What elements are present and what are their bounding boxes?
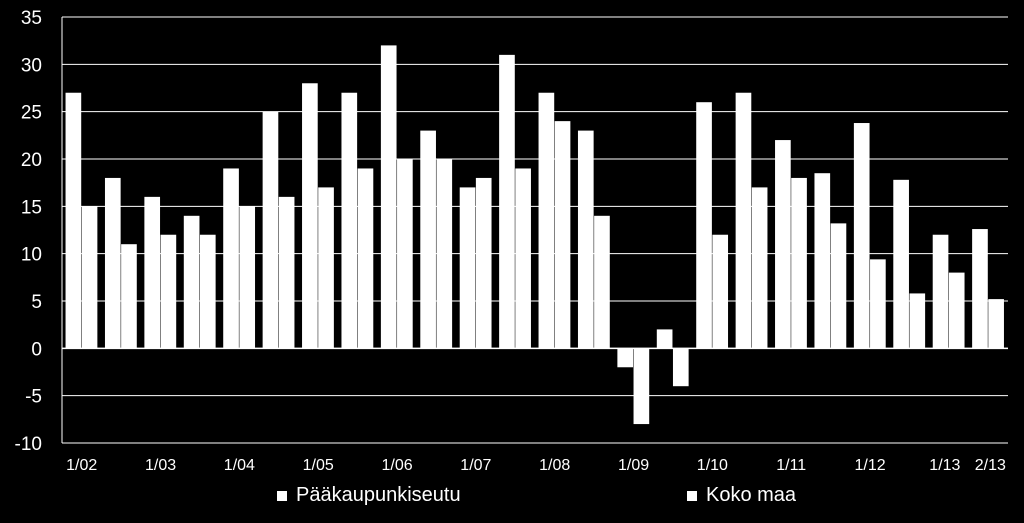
bar-series-1 xyxy=(735,92,752,349)
x-tick-label: 1/05 xyxy=(303,457,334,474)
bar-series-2 xyxy=(357,168,374,349)
bar-series-2 xyxy=(318,187,334,349)
x-tick-label: 1/07 xyxy=(460,457,491,474)
bar-series-1 xyxy=(65,92,82,349)
bar-series-2 xyxy=(278,196,295,349)
y-tick-label: 5 xyxy=(31,292,42,313)
bar-series-1 xyxy=(656,329,673,349)
bar-series-2 xyxy=(515,168,531,349)
bar-series-2 xyxy=(633,348,650,425)
y-tick-label: 35 xyxy=(21,8,42,29)
bar-series-2 xyxy=(121,244,137,349)
y-tick-label: 0 xyxy=(31,339,42,360)
y-tick-label: 15 xyxy=(21,197,42,218)
bar-series-1 xyxy=(538,92,555,349)
legend-item-series-1: Pääkaupunkiseutu xyxy=(276,484,461,507)
bar-series-1 xyxy=(972,229,988,349)
legend-item-series-2: Koko maa xyxy=(686,484,796,507)
bar-series-1 xyxy=(617,348,634,368)
x-tick-label: 1/09 xyxy=(618,457,649,474)
bar-series-2 xyxy=(81,206,98,349)
bar-series-1 xyxy=(104,177,121,349)
x-tick-label: 1/04 xyxy=(224,457,255,474)
bar-series-2 xyxy=(672,348,689,387)
y-tick-label: -10 xyxy=(15,434,42,455)
x-tick-label: 1/12 xyxy=(854,457,885,474)
bar-series-2 xyxy=(475,177,492,349)
bar-series-2 xyxy=(948,272,965,349)
legend-label-series-1: Pääkaupunkiseutu xyxy=(296,484,461,506)
bar-series-1 xyxy=(814,173,831,349)
bar-series-2 xyxy=(239,206,256,349)
bar-series-1 xyxy=(577,130,594,349)
legend-swatch-series-2 xyxy=(686,489,698,502)
x-tick-label: 1/06 xyxy=(381,457,412,474)
bar-series-2 xyxy=(751,187,768,349)
bar-series-1 xyxy=(775,140,791,349)
bar-series-2 xyxy=(397,159,413,349)
bar-series-1 xyxy=(223,168,239,349)
bar-series-2 xyxy=(870,259,886,349)
bar-series-2 xyxy=(830,223,847,349)
x-tick-label: 1/08 xyxy=(539,457,570,474)
bar-series-1 xyxy=(932,234,949,349)
y-tick-label: -5 xyxy=(25,387,42,408)
y-tick-label: 20 xyxy=(21,150,42,171)
bar-series-2 xyxy=(160,234,177,349)
bar-series-1 xyxy=(144,196,161,349)
x-tick-label: 2/13 xyxy=(975,457,1006,474)
bar-series-1 xyxy=(420,130,436,349)
legend-label-series-2: Koko maa xyxy=(706,484,797,506)
y-tick-label: 30 xyxy=(21,55,42,76)
x-tick-label: 1/10 xyxy=(697,457,728,474)
bar-series-1 xyxy=(459,187,476,349)
x-tick-label: 1/13 xyxy=(929,457,960,474)
x-tick-label: 1/02 xyxy=(66,457,97,474)
bar-series-2 xyxy=(594,215,610,349)
bar-series-1 xyxy=(696,102,712,349)
bar-series-2 xyxy=(791,177,807,349)
bar-series-1 xyxy=(302,83,318,349)
bar-series-1 xyxy=(499,54,515,349)
bar-series-1 xyxy=(183,215,200,349)
bar-series-1 xyxy=(893,179,909,349)
bar-series-2 xyxy=(988,299,1004,349)
bar-series-1 xyxy=(853,123,870,349)
bar-series-2 xyxy=(199,234,216,349)
x-tick-label: 1/11 xyxy=(776,457,806,474)
bar-series-2 xyxy=(436,159,453,349)
bar-series-1 xyxy=(341,92,358,349)
bar-series-1 xyxy=(380,45,397,349)
legend-swatch-series-1 xyxy=(276,489,288,502)
y-tick-label: 25 xyxy=(21,103,42,124)
bar-series-2 xyxy=(909,293,926,349)
bar-series-2 xyxy=(554,121,571,349)
y-tick-label: 10 xyxy=(21,245,42,266)
bar-series-2 xyxy=(712,234,729,349)
bar-series-1 xyxy=(262,111,279,349)
x-tick-label: 1/03 xyxy=(145,457,176,474)
